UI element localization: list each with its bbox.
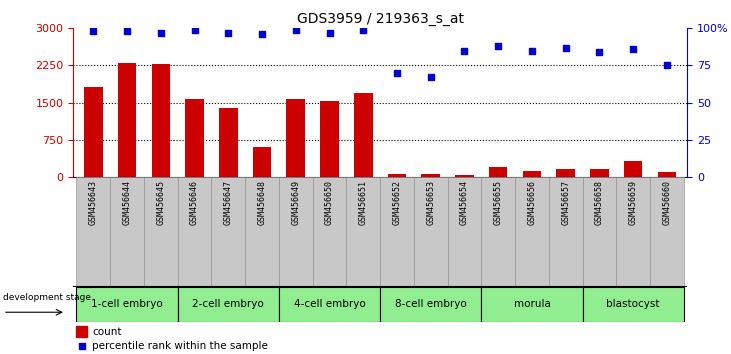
Bar [380,287,481,322]
Text: blastocyst: blastocyst [607,299,660,309]
Text: GSM456651: GSM456651 [359,180,368,225]
Bar [481,177,515,287]
Bar [211,177,245,287]
Bar [219,108,238,177]
Bar [590,169,609,177]
Point [189,27,200,33]
Point [594,49,605,55]
Text: 8-cell embryo: 8-cell embryo [395,299,466,309]
Point [155,30,167,36]
Text: GSM456650: GSM456650 [325,180,334,225]
Text: count: count [92,327,121,337]
Bar [489,167,507,177]
Bar [279,287,380,322]
Bar [380,177,414,287]
Text: GSM456646: GSM456646 [190,180,199,225]
Point [627,46,639,52]
Text: GSM456657: GSM456657 [561,180,570,225]
Point [222,30,234,36]
Bar [77,177,110,287]
Bar [624,161,643,177]
Bar [422,174,440,177]
Bar [178,177,211,287]
Point [290,27,302,33]
Bar [583,287,683,322]
Point [526,48,538,53]
Point [324,30,336,36]
Bar [481,287,583,322]
Text: 4-cell embryo: 4-cell embryo [294,299,366,309]
Point [391,70,403,76]
Text: GSM456652: GSM456652 [393,180,401,225]
Text: GSM456643: GSM456643 [89,180,98,225]
Bar [185,99,204,177]
Bar [346,177,380,287]
Text: GSM456660: GSM456660 [662,180,671,225]
Bar [556,169,575,177]
Text: GSM456654: GSM456654 [460,180,469,225]
Point [88,28,99,34]
Bar [178,287,279,322]
Text: GSM456649: GSM456649 [291,180,300,225]
Text: GSM456653: GSM456653 [426,180,435,225]
Bar [151,64,170,177]
Bar [658,172,676,177]
Text: GSM456645: GSM456645 [156,180,165,225]
Bar [110,177,144,287]
Text: 1-cell embryo: 1-cell embryo [91,299,163,309]
Bar [279,177,313,287]
Text: GSM456655: GSM456655 [493,180,503,225]
Bar [320,101,338,177]
Text: percentile rank within the sample: percentile rank within the sample [92,341,268,351]
Point [458,48,470,53]
Bar [523,171,541,177]
Bar [118,63,137,177]
Bar [515,177,549,287]
Text: morula: morula [513,299,550,309]
Text: development stage: development stage [3,293,91,302]
Text: GSM456658: GSM456658 [595,180,604,225]
Bar [77,287,178,322]
Point [425,75,436,80]
Point [661,63,673,68]
Text: GSM456647: GSM456647 [224,180,232,225]
Bar [447,177,481,287]
Bar [76,326,87,337]
Bar [253,147,271,177]
Point [76,343,88,349]
Bar [313,177,346,287]
Point [256,32,268,37]
Point [357,27,369,33]
Text: GSM456659: GSM456659 [629,180,637,225]
Text: 2-cell embryo: 2-cell embryo [192,299,264,309]
Bar [414,177,447,287]
Bar [84,87,102,177]
Bar [583,177,616,287]
Bar [650,177,683,287]
Bar [387,174,406,177]
Bar [455,175,474,177]
Point [121,28,133,34]
Bar [616,177,650,287]
Point [493,43,504,49]
Bar [549,177,583,287]
Bar [245,177,279,287]
Bar [354,93,373,177]
Text: GSM456644: GSM456644 [123,180,132,225]
Point [560,45,572,51]
Text: GSM456656: GSM456656 [528,180,537,225]
Title: GDS3959 / 219363_s_at: GDS3959 / 219363_s_at [297,12,463,26]
Text: GSM456648: GSM456648 [257,180,267,225]
Bar [287,99,305,177]
Bar [144,177,178,287]
